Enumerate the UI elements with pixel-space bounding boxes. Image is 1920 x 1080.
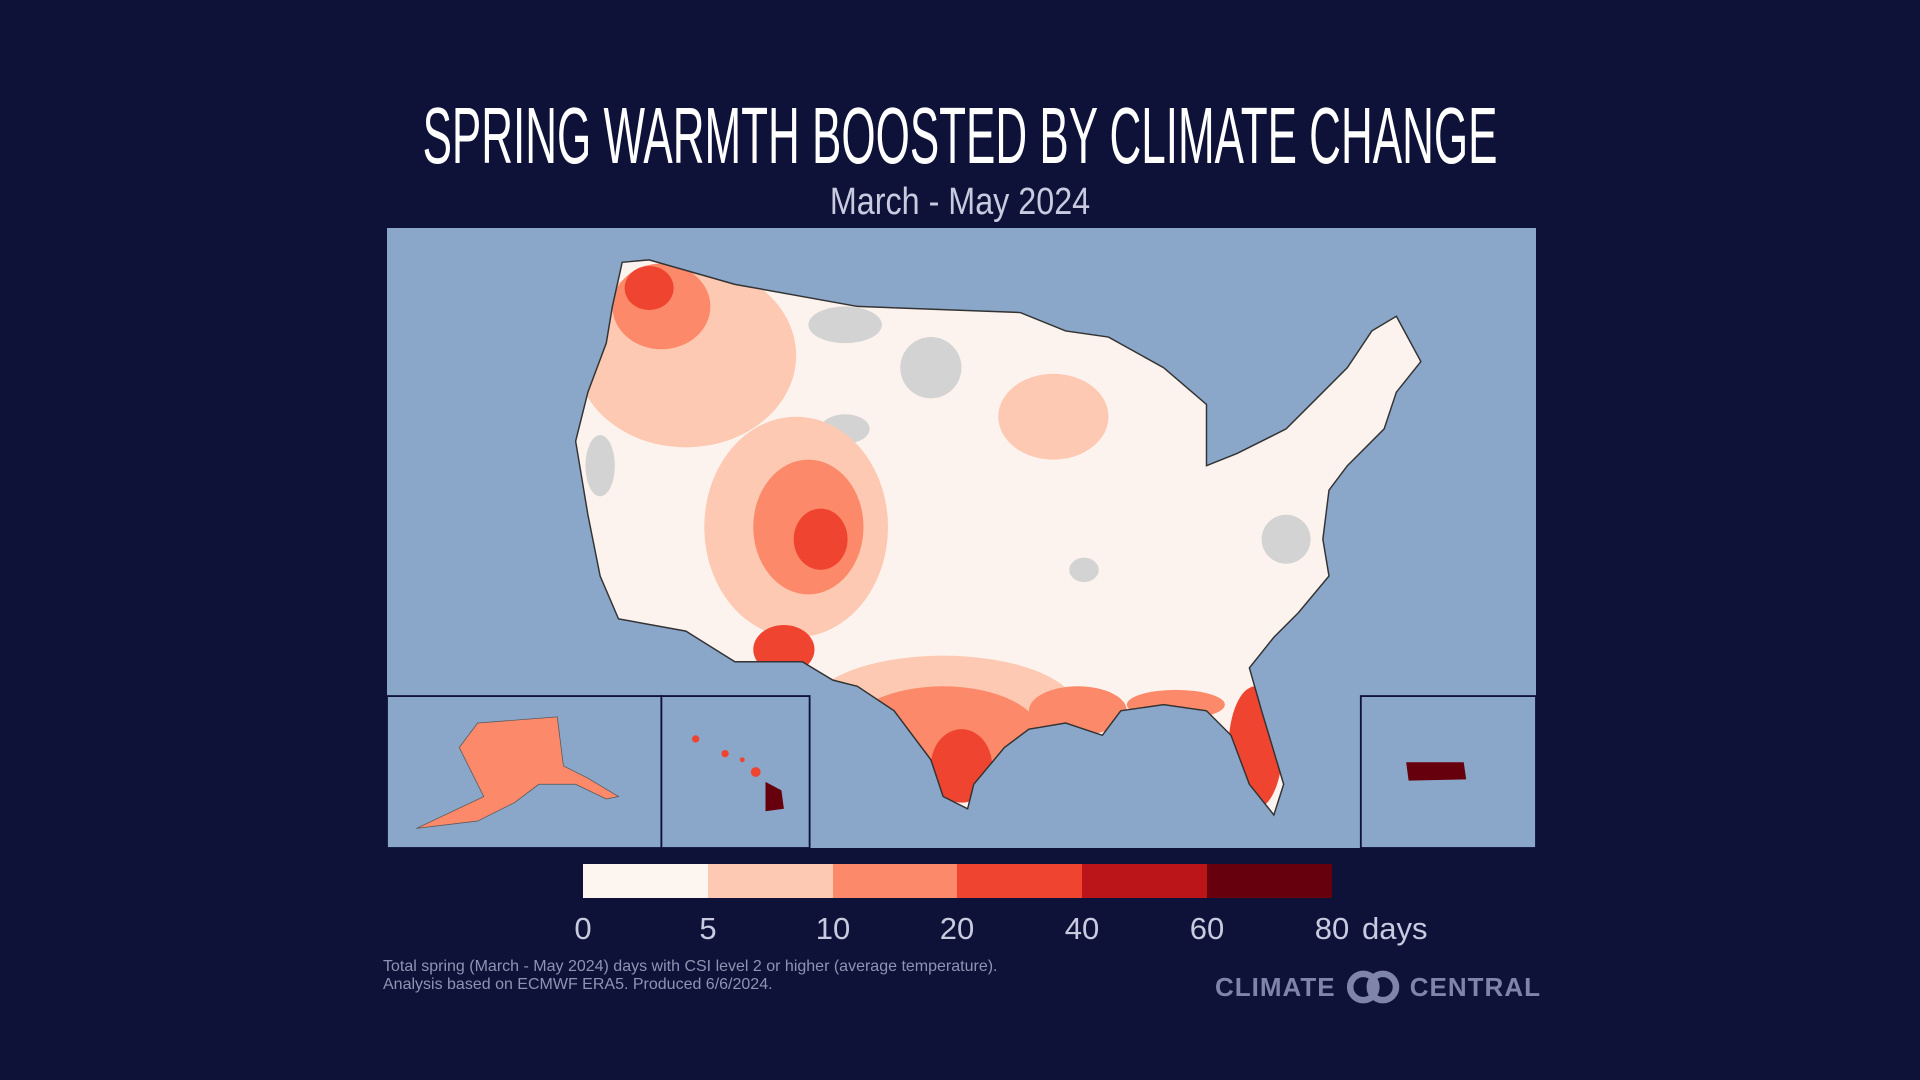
legend-tick: 60 xyxy=(1189,911,1225,946)
footnote-line: Analysis based on ECMWF ERA5. Produced 6… xyxy=(383,976,773,993)
logo-text-right: CENTRAL xyxy=(1409,971,1541,1002)
us-map xyxy=(387,228,1536,848)
logo-text-left: CLIMATE xyxy=(1215,971,1336,1002)
legend-bin-40-60 xyxy=(1082,864,1208,898)
climate-central-logo: CLIMATE CENTRAL xyxy=(1215,966,1541,1008)
no-data-areas xyxy=(585,306,1311,583)
legend-bin-60-80 xyxy=(1207,864,1332,898)
legend-unit: days xyxy=(1362,911,1428,946)
legend-bin-10-20 xyxy=(832,864,958,898)
hawaii-inset xyxy=(692,735,784,812)
page-subtitle: March - May 2024 xyxy=(829,181,1091,223)
page-title: SPRING WARMTH BOOSTED BY CLIMATE CHANGE xyxy=(422,91,1498,180)
legend-tick: 40 xyxy=(1064,911,1100,946)
footnote-line: Total spring (March - May 2024) days wit… xyxy=(383,958,998,975)
legend-bin-5-10 xyxy=(707,864,833,898)
legend-tick: 10 xyxy=(815,911,851,946)
legend-tick: 20 xyxy=(939,911,975,946)
legend-tick: 5 xyxy=(699,911,717,946)
puerto-rico-inset xyxy=(1406,762,1467,781)
legend-bin-20-40 xyxy=(957,864,1083,898)
legend-tick: 80 xyxy=(1314,911,1350,946)
legend-tick: 0 xyxy=(574,911,592,946)
logo-rings-icon xyxy=(1346,970,1399,1004)
legend-bin-0-5 xyxy=(583,864,708,898)
footnote: Total spring (March - May 2024) days wit… xyxy=(383,958,997,994)
color-legend xyxy=(583,864,1332,898)
alaska-inset xyxy=(416,716,620,829)
